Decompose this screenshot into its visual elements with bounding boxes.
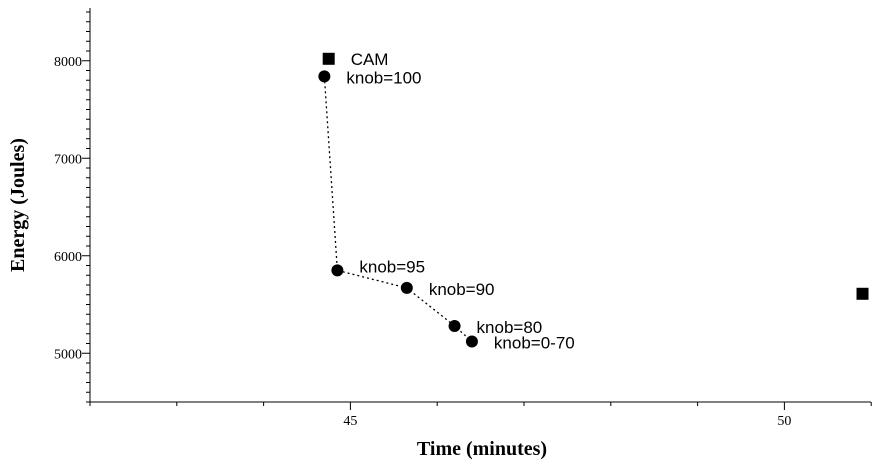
series-connector-line (323, 76, 473, 343)
data-point-square (856, 287, 869, 300)
data-point-label: knob=0-70 (494, 334, 575, 353)
y-tick-label: 5000 (54, 347, 82, 362)
data-point-circle (465, 335, 478, 348)
data-point-circle (318, 70, 331, 83)
y-axis-title: Energy (Joules) (7, 138, 29, 272)
y-tick-label: 7000 (54, 152, 82, 167)
data-point-label: knob=80 (477, 318, 543, 337)
x-tick-label: 50 (777, 414, 791, 429)
data-point-label: knob=90 (429, 280, 495, 299)
x-tick-label: 45 (343, 414, 357, 429)
data-point-circle (400, 281, 413, 294)
data-point-label: knob=100 (346, 68, 421, 87)
y-tick-label: 6000 (54, 250, 82, 265)
x-axis-title: Time (minutes) (417, 438, 547, 460)
data-point-square (322, 52, 335, 65)
y-tick-label: 8000 (54, 55, 82, 70)
data-point-circle (331, 264, 344, 277)
data-point-circle (448, 319, 461, 332)
data-point-label: knob=95 (359, 257, 425, 276)
data-point-label: CAM (351, 50, 389, 69)
